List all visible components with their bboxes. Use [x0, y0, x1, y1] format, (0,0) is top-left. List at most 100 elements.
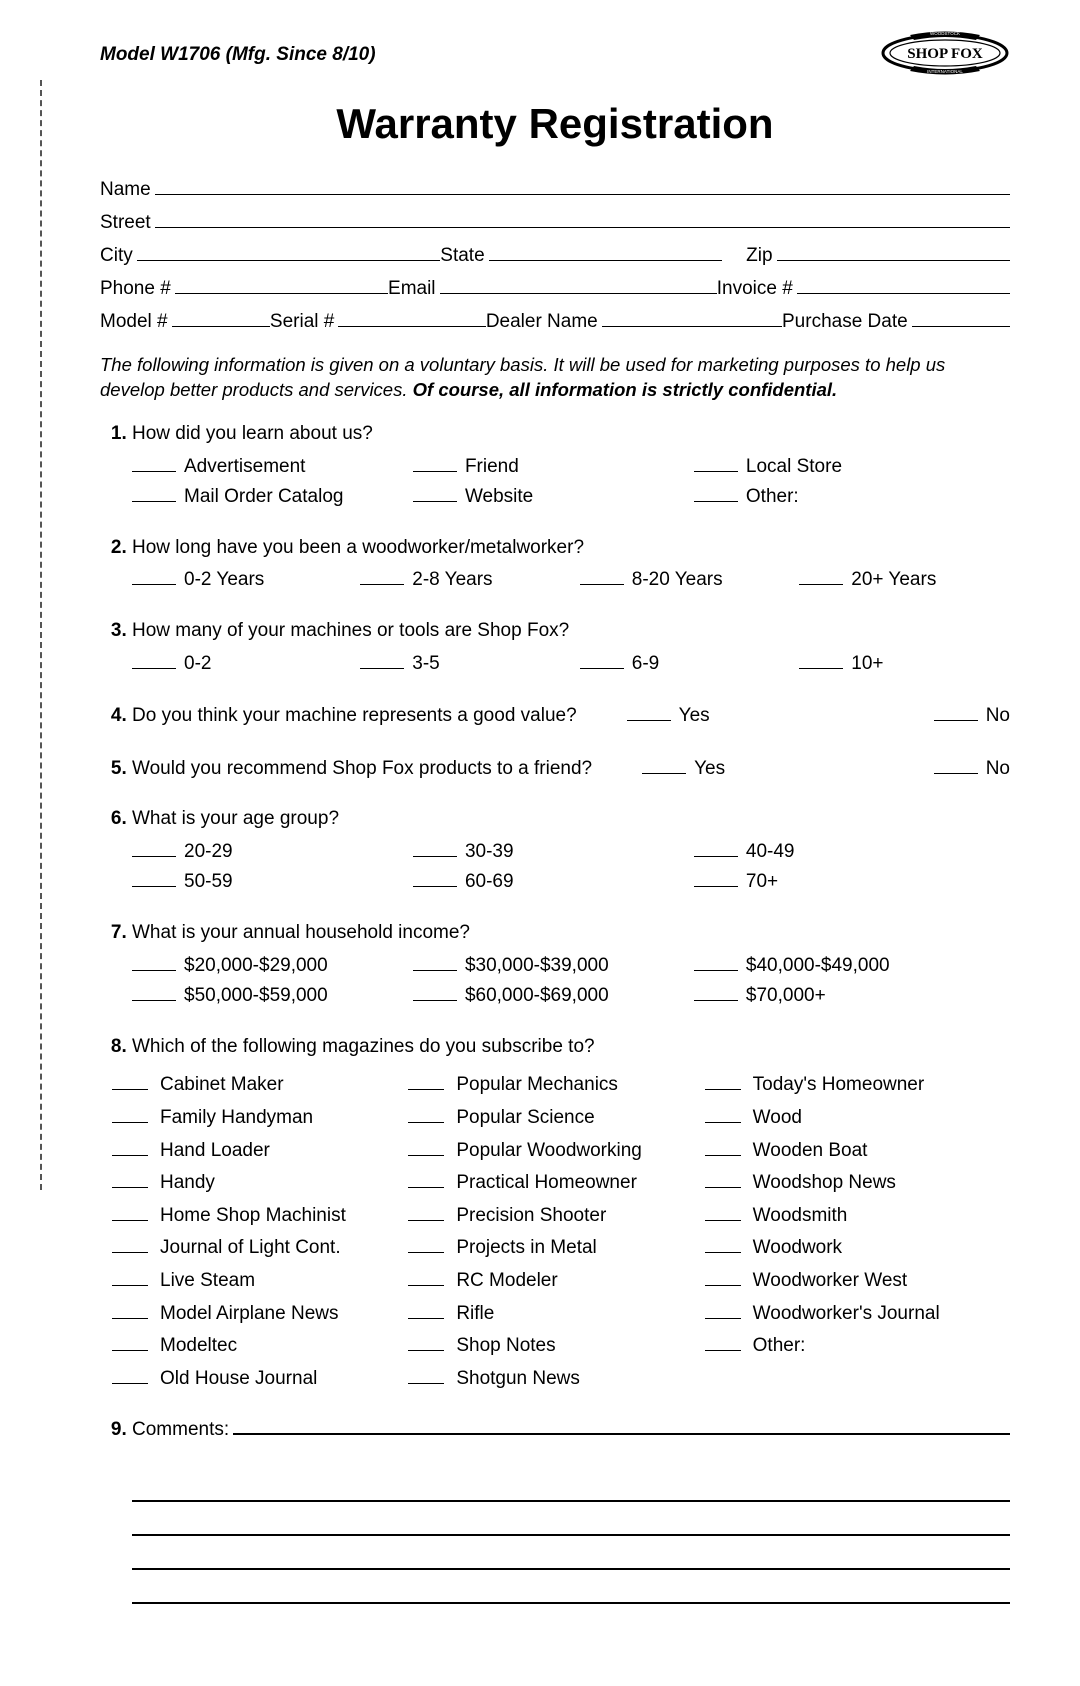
- q2-opt-blank[interactable]: [580, 568, 624, 585]
- q8-opt-label: Projects in Metal: [456, 1235, 596, 1262]
- q8-opt-blank[interactable]: [112, 1073, 148, 1090]
- field-city[interactable]: [137, 242, 441, 261]
- q8-opt-label: Popular Mechanics: [456, 1072, 618, 1099]
- q8-opt-label: Wood: [753, 1105, 802, 1132]
- q6-opt-blank[interactable]: [694, 870, 738, 887]
- comments-line[interactable]: [233, 1416, 1010, 1435]
- field-street[interactable]: [155, 209, 1010, 228]
- q1-opt-blank[interactable]: [413, 485, 457, 502]
- field-phone[interactable]: [175, 275, 388, 294]
- q6-opt-blank[interactable]: [413, 870, 457, 887]
- q8-opt-blank[interactable]: [408, 1171, 444, 1188]
- q8-opt-label: Home Shop Machinist: [160, 1203, 346, 1230]
- q8-opt-blank[interactable]: [705, 1302, 741, 1319]
- q8-opt-blank[interactable]: [112, 1139, 148, 1156]
- q8-opt-blank[interactable]: [112, 1171, 148, 1188]
- field-state[interactable]: [489, 242, 722, 261]
- q8-opt-blank[interactable]: [408, 1367, 444, 1384]
- q1-opt-blank[interactable]: [694, 485, 738, 502]
- model-info: Model W1706 (Mfg. Since 8/10): [100, 44, 376, 66]
- q8-opt-blank[interactable]: [112, 1367, 148, 1384]
- q8-opt-blank[interactable]: [705, 1334, 741, 1351]
- q8-opt-blank[interactable]: [112, 1334, 148, 1351]
- field-serial[interactable]: [338, 308, 485, 327]
- q5-yes-blank[interactable]: [642, 757, 686, 774]
- q8-opt-blank[interactable]: [408, 1334, 444, 1351]
- q8-opt-blank[interactable]: [705, 1073, 741, 1090]
- q8-opt-blank[interactable]: [705, 1269, 741, 1286]
- q1-opt-blank[interactable]: [413, 454, 457, 471]
- q8-opt-blank[interactable]: [112, 1269, 148, 1286]
- q2-opt-blank[interactable]: [132, 568, 176, 585]
- question-9: Comments:: [132, 1416, 1010, 1604]
- q3-opt-blank[interactable]: [799, 651, 843, 668]
- q8-opt-blank[interactable]: [408, 1204, 444, 1221]
- q8-opt-blank[interactable]: [705, 1106, 741, 1123]
- field-email[interactable]: [440, 275, 717, 294]
- q6-opt-blank[interactable]: [132, 840, 176, 857]
- q8-opt-blank[interactable]: [408, 1302, 444, 1319]
- q8-opt-blank[interactable]: [705, 1171, 741, 1188]
- q1-opt-blank[interactable]: [694, 454, 738, 471]
- comments-line[interactable]: [132, 1570, 1010, 1604]
- q1-opt-blank[interactable]: [132, 454, 176, 471]
- q7-opt-blank[interactable]: [132, 954, 176, 971]
- q8-opt-label: Precision Shooter: [456, 1203, 606, 1230]
- q8-opt-label: Modeltec: [160, 1333, 237, 1360]
- q8-opt-blank[interactable]: [408, 1139, 444, 1156]
- q8-opt-label: Woodshop News: [753, 1170, 896, 1197]
- q8-opt-label: Woodwork: [753, 1235, 842, 1262]
- q8-opt-blank[interactable]: [112, 1204, 148, 1221]
- q5-no-blank[interactable]: [934, 757, 978, 774]
- field-name[interactable]: [155, 176, 1010, 195]
- question-7: What is your annual household income? $2…: [132, 920, 1010, 1012]
- q8-opt-blank[interactable]: [112, 1236, 148, 1253]
- field-model[interactable]: [172, 308, 270, 327]
- q8-opt-label: Journal of Light Cont.: [160, 1235, 341, 1262]
- q3-opt-blank[interactable]: [580, 651, 624, 668]
- label-invoice: Invoice #: [717, 278, 797, 300]
- q8-opt-blank[interactable]: [705, 1204, 741, 1221]
- field-purchase-date[interactable]: [912, 308, 1010, 327]
- q8-opt-blank[interactable]: [408, 1106, 444, 1123]
- q8-opt-blank[interactable]: [408, 1073, 444, 1090]
- q4-no-blank[interactable]: [934, 704, 978, 721]
- q3-opt-blank[interactable]: [132, 651, 176, 668]
- q8-opt-blank[interactable]: [705, 1236, 741, 1253]
- svg-text:INTERNATIONAL: INTERNATIONAL: [927, 69, 963, 74]
- q1-opt-blank[interactable]: [132, 485, 176, 502]
- q7-opt-blank[interactable]: [694, 984, 738, 1001]
- q2-opt-blank[interactable]: [360, 568, 404, 585]
- q8-opt-blank[interactable]: [408, 1236, 444, 1253]
- q6-opt-blank[interactable]: [132, 870, 176, 887]
- comments-line[interactable]: [132, 1468, 1010, 1502]
- q8-opt-label: Woodsmith: [753, 1203, 848, 1230]
- q8-opt-label: Handy: [160, 1170, 215, 1197]
- q8-opt-label: Wooden Boat: [753, 1138, 868, 1165]
- comments-line[interactable]: [132, 1502, 1010, 1536]
- label-model: Model #: [100, 311, 172, 333]
- q7-opt-blank[interactable]: [413, 984, 457, 1001]
- q8-opt-label: Woodworker's Journal: [753, 1301, 940, 1328]
- page-title: Warranty Registration: [100, 100, 1010, 148]
- field-zip[interactable]: [777, 242, 1010, 261]
- question-5: Would you recommend Shop Fox products to…: [132, 754, 1010, 785]
- field-invoice[interactable]: [797, 275, 1010, 294]
- q4-yes-blank[interactable]: [627, 704, 671, 721]
- q8-opt-blank[interactable]: [112, 1302, 148, 1319]
- q8-opt-blank[interactable]: [112, 1106, 148, 1123]
- q7-opt-blank[interactable]: [132, 984, 176, 1001]
- q7-opt-blank[interactable]: [694, 954, 738, 971]
- q2-opt-blank[interactable]: [799, 568, 843, 585]
- q8-opt-blank[interactable]: [408, 1269, 444, 1286]
- question-4: Do you think your machine represents a g…: [132, 701, 1010, 732]
- q8-opt-label: Model Airplane News: [160, 1301, 338, 1328]
- q3-opt-blank[interactable]: [360, 651, 404, 668]
- q6-opt-blank[interactable]: [413, 840, 457, 857]
- comments-line[interactable]: [132, 1536, 1010, 1570]
- comments-label: Comments:: [132, 1417, 233, 1444]
- q6-opt-blank[interactable]: [694, 840, 738, 857]
- q7-opt-blank[interactable]: [413, 954, 457, 971]
- q8-opt-blank[interactable]: [705, 1139, 741, 1156]
- field-dealer[interactable]: [602, 308, 782, 327]
